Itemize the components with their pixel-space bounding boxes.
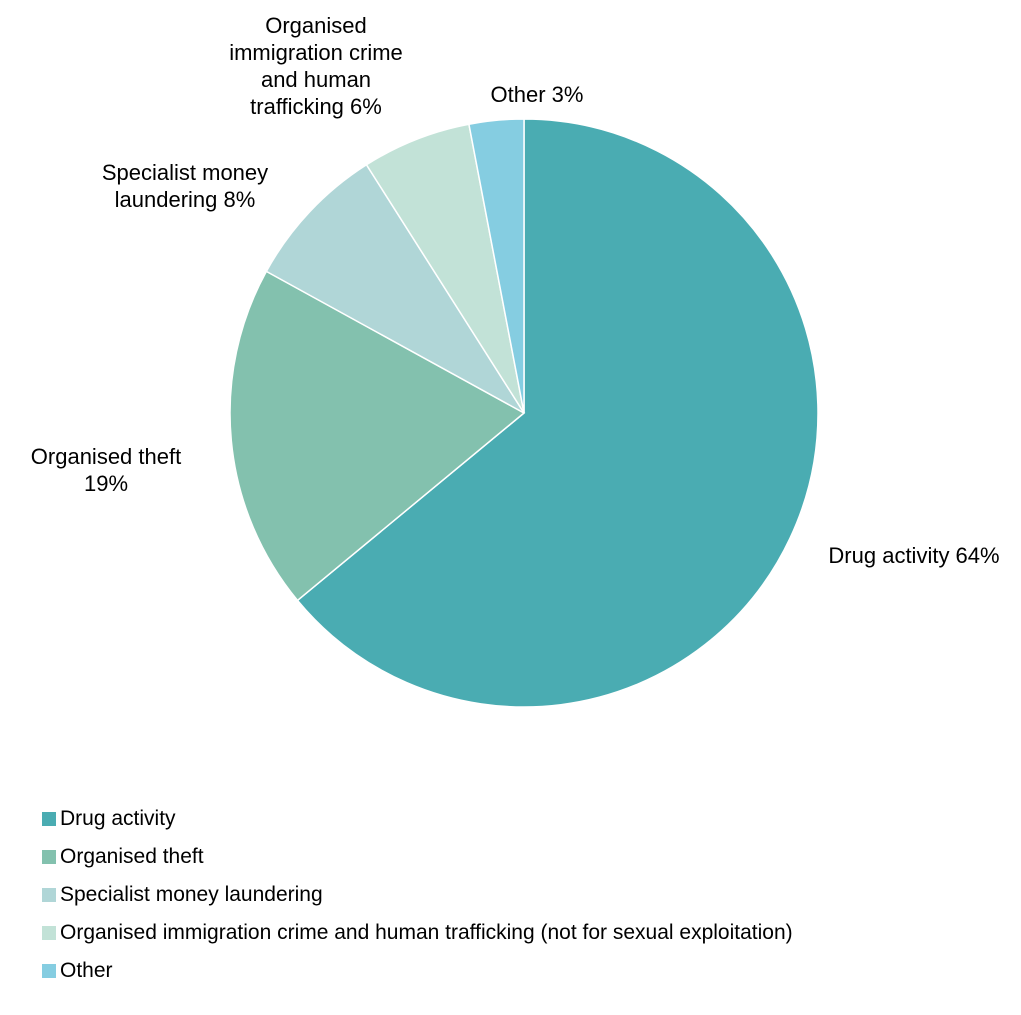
pie-chart: Drug activity 64% Organised theft 19% Speci… [31,13,1000,708]
legend-item-other: Other [42,952,1002,990]
legend-item-immigration-crime: Organised immigration crime and human tr… [42,914,1002,952]
slice-organised-theft-label: Organised theft 19% [31,444,181,496]
legend-label: Organised immigration crime and human tr… [60,921,793,944]
slice-other [468,118,525,414]
legend-swatch [42,850,56,864]
slice-specialist-money-laundering [265,163,525,414]
pie-slices [229,118,819,708]
legend-item-specialist-money-laundering: Specialist money laundering [42,876,1002,914]
legend-label: Other [60,959,113,982]
slice-other-label: Other 3% [491,82,584,107]
legend-label: Specialist money laundering [60,883,323,906]
legend-swatch [42,888,56,902]
legend-swatch [42,964,56,978]
slice-specialist-money-laundering-label: Specialist money laundering 8% [102,160,268,212]
slice-drug-activity [296,118,819,708]
legend-label: Drug activity [60,807,176,830]
legend: Drug activity Organised theft Specialist… [42,800,1002,990]
pie-labels: Drug activity 64% Organised theft 19% Speci… [31,13,1000,568]
legend-item-organised-theft: Organised theft [42,838,1002,876]
legend-swatch [42,926,56,940]
legend-swatch [42,812,56,826]
slice-immigration-crime-label: Organised immigration crime and human traff… [229,13,403,119]
legend-item-drug-activity: Drug activity [42,800,1002,838]
slice-drug-activity-label: Drug activity 64% [828,543,999,568]
slice-organised-theft [229,270,526,602]
legend-label: Organised theft [60,845,204,868]
